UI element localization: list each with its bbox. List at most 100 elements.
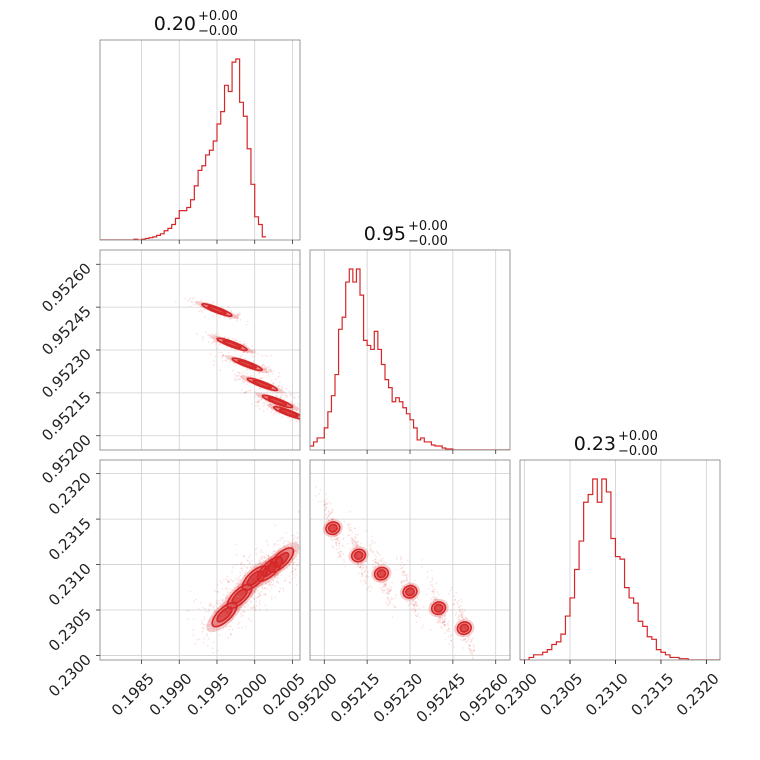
sample-point	[441, 621, 444, 623]
sample-point	[238, 371, 241, 374]
sample-point	[380, 560, 383, 562]
sample-point	[205, 304, 208, 307]
sample-point	[306, 414, 308, 416]
sample-point	[222, 601, 224, 603]
sample-point	[267, 401, 270, 404]
sample-point	[331, 545, 334, 547]
sample-point	[471, 637, 474, 640]
sample-point	[353, 540, 356, 543]
sample-point	[386, 588, 389, 591]
sample-point	[279, 573, 282, 576]
sample-point	[225, 578, 228, 581]
sample-point	[218, 343, 221, 346]
sample-point	[262, 559, 265, 562]
sample-point	[388, 585, 391, 588]
sample-point	[294, 549, 297, 552]
sample-point	[467, 647, 470, 650]
sample-point	[233, 579, 236, 582]
sample-point	[266, 541, 269, 544]
sample-point	[255, 405, 258, 408]
sample-point	[246, 559, 249, 562]
sample-point	[245, 390, 248, 393]
sample-point	[364, 579, 367, 582]
sample-point	[254, 608, 257, 611]
sample-point	[458, 608, 461, 611]
sample-point	[258, 592, 261, 594]
sample-point	[277, 391, 279, 394]
sample-point	[305, 545, 307, 547]
sample-point	[201, 310, 203, 313]
sample-point	[426, 570, 429, 573]
sample-point	[380, 559, 382, 562]
sample-point	[208, 604, 211, 607]
sample-point	[445, 628, 448, 631]
sample-point	[212, 629, 215, 632]
sample-point	[443, 623, 446, 626]
sample-point	[264, 365, 267, 368]
sample-point	[305, 409, 307, 411]
sample-point	[224, 335, 226, 338]
sample-point	[213, 611, 216, 613]
sample-point	[248, 390, 251, 392]
sample-point	[291, 393, 294, 396]
sample-point	[242, 373, 245, 376]
sample-point	[331, 518, 333, 521]
sample-point	[419, 616, 422, 619]
sample-point	[468, 644, 471, 647]
sample-point	[403, 580, 406, 583]
sample-point	[339, 553, 341, 556]
sample-point	[267, 555, 270, 557]
sample-point	[235, 374, 238, 377]
sample-point	[264, 593, 267, 596]
sample-point	[237, 578, 240, 581]
sample-point	[237, 585, 240, 588]
sample-point	[254, 608, 257, 611]
density-contour	[252, 379, 273, 389]
sample-point	[224, 359, 227, 362]
sample-point	[298, 395, 300, 398]
sample-point	[435, 581, 438, 584]
sample-point	[234, 339, 237, 342]
sample-point	[338, 532, 340, 535]
sample-point	[253, 590, 255, 592]
sample-point	[411, 599, 414, 602]
sample-point	[383, 580, 386, 582]
sample-point	[291, 573, 294, 576]
sample-point	[389, 598, 392, 601]
title-upper: +0.00	[198, 9, 238, 24]
sample-point	[270, 370, 273, 373]
sample-point	[348, 534, 351, 537]
sample-point	[236, 339, 239, 342]
sample-point	[370, 586, 373, 589]
sample-point	[482, 674, 484, 676]
sample-point	[389, 589, 392, 592]
sample-point	[215, 602, 218, 605]
sample-point	[467, 635, 470, 638]
sample-point	[243, 392, 246, 394]
sample-point	[221, 356, 223, 359]
sample-point	[327, 519, 330, 522]
pair-panel-2-3	[309, 459, 511, 676]
sample-point	[231, 617, 234, 620]
histogram-3	[520, 478, 720, 660]
sample-point	[406, 575, 409, 578]
sample-point	[270, 586, 273, 589]
sample-point	[261, 586, 264, 589]
sample-point	[331, 539, 334, 542]
sample-point	[302, 414, 304, 416]
sample-point	[395, 555, 398, 558]
sample-point	[452, 603, 455, 606]
sample-point	[361, 572, 364, 575]
title-lower: −0.00	[618, 444, 658, 459]
sample-point	[460, 616, 463, 619]
sample-point	[213, 623, 215, 626]
sample-point	[202, 627, 205, 630]
sample-point	[219, 629, 222, 632]
sample-point	[213, 608, 216, 611]
pair-panel-1-2	[99, 249, 308, 451]
sample-point	[240, 583, 242, 586]
sample-point	[283, 540, 286, 542]
sample-point	[236, 313, 239, 316]
sample-point	[352, 538, 354, 541]
sample-point	[284, 579, 287, 582]
